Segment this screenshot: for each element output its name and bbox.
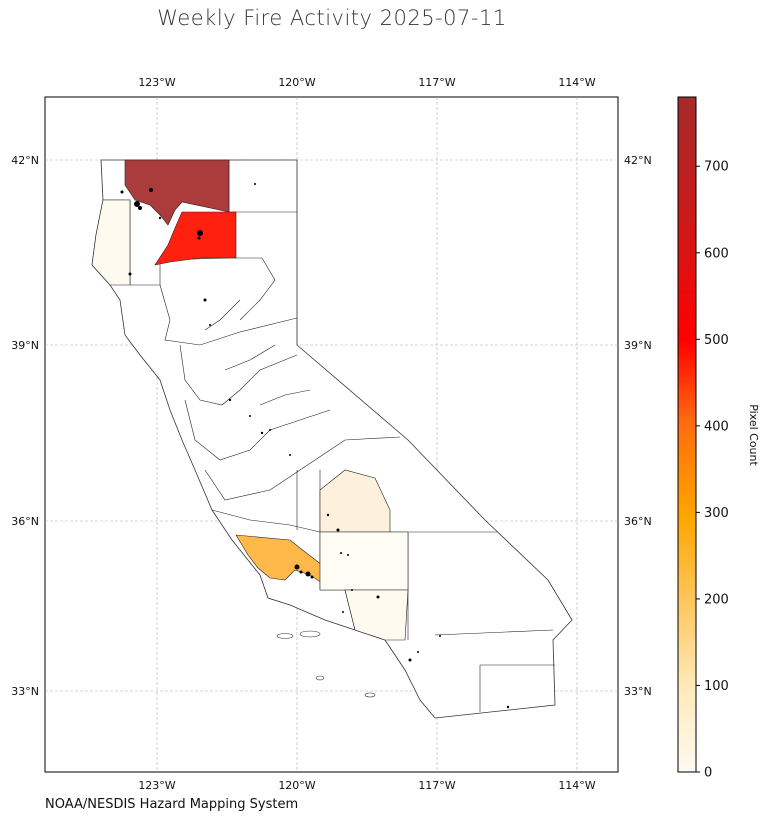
colorbar-tick-label: 500	[704, 333, 729, 348]
lat-tick-right: 36°N	[624, 515, 652, 528]
lat-tick-left: 42°N	[11, 154, 39, 167]
lat-ticks-left: 42°N 39°N 36°N 33°N	[11, 154, 39, 698]
lat-tick-left: 33°N	[11, 685, 39, 698]
county-fill-north-coast	[91, 199, 131, 286]
lat-tick-right: 33°N	[624, 685, 652, 698]
fire-detections	[120, 183, 510, 709]
california-outline	[91, 159, 573, 719]
county-fill-north-west	[124, 159, 230, 226]
colorbar-tick-label: 300	[704, 506, 729, 521]
lon-tick-top: 117°W	[418, 76, 455, 89]
lon-tick-top: 114°W	[558, 76, 595, 89]
lat-tick-right: 39°N	[624, 339, 652, 352]
map-title: Weekly Fire Activity 2025-07-11	[157, 6, 507, 30]
lon-tick-top: 120°W	[278, 76, 315, 89]
lat-ticks-right: 42°N 39°N 36°N 33°N	[624, 154, 652, 698]
colorbar	[677, 96, 697, 773]
colorbar-tick-label: 400	[704, 419, 729, 434]
colorbar-ticks: 0 100 200 300 400 500 600 700	[696, 160, 729, 781]
county-fill-inland-south	[344, 589, 409, 641]
data-credit: NOAA/NESDIS Hazard Mapping System	[45, 797, 299, 812]
county-fill-north-central	[154, 211, 237, 266]
colorbar-label: Pixel Count	[747, 404, 760, 466]
lon-tick-bottom: 117°W	[418, 779, 455, 792]
colorbar-tick-label: 700	[704, 160, 729, 175]
lon-ticks-bottom: 123°W 120°W 117°W 114°W	[138, 779, 595, 792]
colorbar-tick-label: 600	[704, 246, 729, 261]
lon-tick-bottom: 123°W	[138, 779, 175, 792]
lat-tick-left: 39°N	[11, 339, 39, 352]
colorbar-tick-label: 200	[704, 592, 729, 607]
lat-tick-left: 36°N	[11, 515, 39, 528]
channel-islands	[276, 630, 376, 698]
lat-tick-right: 42°N	[624, 154, 652, 167]
colorbar-tick-label: 100	[704, 679, 729, 694]
lon-ticks-top: 123°W 120°W 117°W 114°W	[138, 76, 595, 89]
colorbar-tick-label: 0	[704, 766, 712, 781]
lon-tick-bottom: 114°W	[558, 779, 595, 792]
lon-tick-bottom: 120°W	[278, 779, 315, 792]
county-fill-southern-desert	[319, 531, 409, 591]
lon-tick-top: 123°W	[138, 76, 175, 89]
